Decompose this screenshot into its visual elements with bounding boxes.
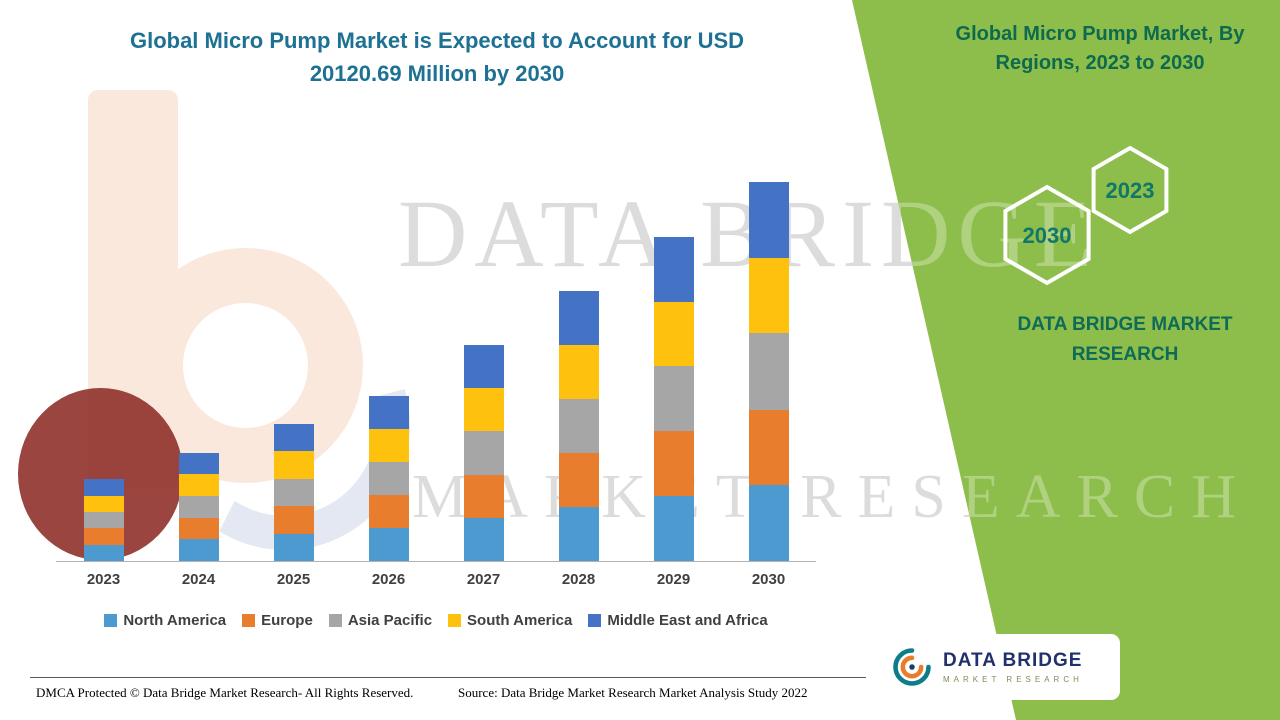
stacked-bar-2030	[748, 182, 789, 561]
segment-middle-east-and-africa	[558, 291, 599, 345]
segment-europe	[273, 506, 314, 534]
legend-swatch	[242, 614, 256, 627]
x-axis-label-2025: 2025	[276, 571, 311, 588]
stacked-bar-2028	[558, 291, 599, 561]
x-axis-label-2029: 2029	[656, 571, 691, 588]
segment-asia-pacific	[558, 398, 599, 454]
legend-label: Europe	[261, 612, 313, 629]
segment-north-america	[83, 544, 124, 561]
segment-asia-pacific	[273, 478, 314, 507]
segment-south-america	[178, 474, 219, 496]
legend-item-south-america: South America	[448, 612, 572, 629]
segment-north-america	[558, 506, 599, 561]
logo-subtitle: MARKET RESEARCH	[943, 675, 1083, 684]
segment-middle-east-and-africa	[273, 424, 314, 452]
segment-europe	[748, 409, 789, 486]
watermark-logo-bowl-hole	[183, 303, 308, 428]
logo-name: DATA BRIDGE	[943, 650, 1083, 671]
data-bridge-logo-icon	[893, 648, 931, 686]
segment-asia-pacific	[368, 461, 409, 496]
stacked-bar-chart: 2023 2024 2025 2026 2027 2028 2029 2030 North A…	[56, 160, 816, 629]
bars-row	[56, 160, 816, 562]
legend-item-middle-east-and-africa: Middle East and Africa	[588, 612, 768, 629]
legend: North America Europe Asia Pacific South Ame…	[56, 612, 816, 629]
stacked-bar-2029	[653, 237, 694, 561]
bar-slot	[341, 395, 436, 561]
segment-north-america	[463, 517, 504, 561]
source-note: Source: Data Bridge Market Research Mark…	[458, 685, 808, 700]
x-axis-label-2027: 2027	[466, 571, 501, 588]
segment-asia-pacific	[748, 333, 789, 410]
bar-slot	[151, 452, 246, 561]
segment-north-america	[748, 485, 789, 561]
segment-north-america	[178, 539, 219, 561]
segment-middle-east-and-africa	[83, 479, 124, 496]
segment-south-america	[653, 301, 694, 367]
segment-south-america	[83, 495, 124, 512]
segment-europe	[558, 453, 599, 507]
segment-south-america	[273, 451, 314, 479]
segment-middle-east-and-africa	[653, 237, 694, 302]
segment-europe	[368, 495, 409, 528]
legend-swatch	[588, 614, 602, 627]
segment-middle-east-and-africa	[368, 395, 409, 429]
stacked-bar-2027	[463, 345, 504, 561]
segment-north-america	[653, 496, 694, 561]
segment-north-america	[368, 527, 409, 561]
legend-label: Middle East and Africa	[607, 612, 768, 629]
x-axis-label-2024: 2024	[181, 571, 216, 588]
dmca-notice: DMCA Protected © Data Bridge Market Rese…	[36, 685, 414, 700]
page-title-line1: Global Micro Pump Market is Expected to …	[129, 28, 745, 53]
legend-label: North America	[123, 612, 227, 629]
legend-swatch	[104, 614, 118, 627]
segment-europe	[83, 528, 124, 545]
bar-slot	[436, 345, 531, 561]
segment-asia-pacific	[83, 511, 124, 529]
stacked-bar-2023	[83, 479, 124, 561]
bar-slot	[721, 182, 816, 561]
logo-box: DATA BRIDGE MARKET RESEARCH	[878, 634, 1120, 700]
segment-europe	[463, 474, 504, 518]
segment-south-america	[748, 257, 789, 334]
legend-item-asia-pacific: Asia Pacific	[328, 612, 433, 629]
stacked-bar-2025	[273, 424, 314, 561]
segment-europe	[178, 517, 219, 540]
legend-swatch	[448, 614, 462, 627]
legend-swatch	[328, 614, 342, 627]
segment-asia-pacific	[463, 430, 504, 475]
bar-slot	[246, 424, 341, 561]
legend-item-north-america: North America	[104, 612, 226, 629]
segment-south-america	[368, 428, 409, 462]
x-axis-label-2028: 2028	[561, 571, 596, 588]
segment-middle-east-and-africa	[748, 182, 789, 258]
stacked-bar-2024	[178, 452, 219, 561]
x-axis-label-2026: 2026	[371, 571, 406, 588]
legend-label: South America	[467, 612, 573, 629]
segment-south-america	[558, 344, 599, 399]
x-axis-label-2023: 2023	[86, 571, 121, 588]
segment-asia-pacific	[178, 495, 219, 518]
segment-middle-east-and-africa	[463, 345, 504, 389]
legend-item-europe: Europe	[242, 612, 313, 629]
page-title-line2: 20120.69 Million by 2030	[309, 61, 565, 86]
footer-divider	[30, 677, 866, 678]
page-title: Global Micro Pump Market is Expected to …	[112, 24, 762, 90]
segment-middle-east-and-africa	[178, 452, 219, 475]
year-labels-row: 2023 2024 2025 2026 2027 2028 2029 2030	[56, 571, 816, 588]
segment-north-america	[273, 533, 314, 561]
x-axis-label-2030: 2030	[751, 571, 786, 588]
logo-wordmark: DATA BRIDGE MARKET RESEARCH	[943, 650, 1083, 684]
segment-south-america	[463, 388, 504, 431]
stacked-bar-2026	[368, 395, 409, 561]
bar-slot	[531, 291, 626, 561]
legend-label: Asia Pacific	[347, 612, 433, 629]
segment-asia-pacific	[653, 366, 694, 432]
bar-slot	[56, 479, 151, 561]
bar-slot	[626, 237, 721, 561]
segment-europe	[653, 431, 694, 496]
